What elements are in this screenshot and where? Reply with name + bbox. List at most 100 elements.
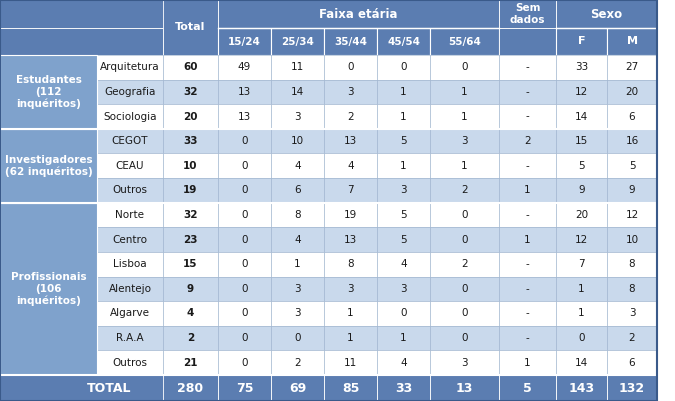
Text: 35/44: 35/44 bbox=[334, 36, 367, 47]
Text: 3: 3 bbox=[294, 111, 301, 122]
Bar bbox=[97, 350, 163, 375]
Bar bbox=[218, 375, 271, 401]
Bar bbox=[377, 277, 430, 301]
Text: 8: 8 bbox=[347, 259, 354, 269]
Text: 13: 13 bbox=[344, 235, 357, 245]
Bar bbox=[324, 227, 377, 252]
Text: 5: 5 bbox=[523, 381, 532, 395]
Text: 143: 143 bbox=[568, 381, 595, 395]
Bar bbox=[271, 252, 324, 277]
Text: 85: 85 bbox=[342, 381, 359, 395]
Bar bbox=[324, 154, 377, 178]
Text: 12: 12 bbox=[575, 235, 588, 245]
Text: -: - bbox=[526, 259, 529, 269]
Bar bbox=[430, 178, 499, 203]
Bar bbox=[377, 203, 430, 227]
Text: 2: 2 bbox=[461, 259, 468, 269]
Text: 8: 8 bbox=[628, 284, 635, 294]
Bar bbox=[271, 350, 324, 375]
Text: 8: 8 bbox=[628, 259, 635, 269]
Bar bbox=[218, 28, 271, 55]
Bar bbox=[430, 301, 499, 326]
Bar bbox=[218, 277, 271, 301]
Text: Estudantes
(112
inquéritos): Estudantes (112 inquéritos) bbox=[16, 75, 82, 109]
Text: Geografia: Geografia bbox=[105, 87, 156, 97]
Bar bbox=[499, 154, 556, 178]
Text: 1: 1 bbox=[400, 161, 407, 171]
Bar bbox=[430, 227, 499, 252]
Bar bbox=[218, 227, 271, 252]
Text: 5: 5 bbox=[400, 136, 407, 146]
Text: 3: 3 bbox=[400, 284, 407, 294]
Bar bbox=[218, 326, 271, 350]
Text: 15: 15 bbox=[575, 136, 588, 146]
Text: 2: 2 bbox=[524, 136, 531, 146]
Text: 1: 1 bbox=[400, 333, 407, 343]
Text: TOTAL: TOTAL bbox=[87, 381, 131, 395]
Bar bbox=[97, 55, 163, 80]
Bar bbox=[430, 277, 499, 301]
Text: 0: 0 bbox=[578, 333, 585, 343]
Bar bbox=[271, 301, 324, 326]
Text: CEAU: CEAU bbox=[115, 161, 144, 171]
Bar bbox=[218, 129, 271, 154]
Text: 3: 3 bbox=[400, 185, 407, 195]
Text: Centro: Centro bbox=[113, 235, 148, 245]
Bar bbox=[499, 129, 556, 154]
Bar bbox=[607, 154, 657, 178]
Text: Outros: Outros bbox=[113, 358, 148, 368]
Bar bbox=[271, 375, 324, 401]
Text: 7: 7 bbox=[347, 185, 354, 195]
Bar bbox=[430, 350, 499, 375]
Bar bbox=[218, 154, 271, 178]
Text: 9: 9 bbox=[187, 284, 194, 294]
Bar bbox=[499, 0, 556, 28]
Text: 1: 1 bbox=[524, 185, 531, 195]
Bar bbox=[271, 154, 324, 178]
Bar bbox=[377, 326, 430, 350]
Text: 7: 7 bbox=[578, 259, 585, 269]
Bar bbox=[324, 28, 377, 55]
Text: 1: 1 bbox=[461, 111, 468, 122]
Text: 10: 10 bbox=[291, 136, 304, 146]
Text: 0: 0 bbox=[241, 284, 248, 294]
Text: 0: 0 bbox=[461, 210, 468, 220]
Text: 0: 0 bbox=[461, 333, 468, 343]
Text: 0: 0 bbox=[241, 333, 248, 343]
Bar bbox=[324, 80, 377, 104]
Text: 132: 132 bbox=[619, 381, 645, 395]
Bar bbox=[556, 55, 607, 80]
Text: 2: 2 bbox=[628, 333, 635, 343]
Text: 0: 0 bbox=[241, 210, 248, 220]
Text: 14: 14 bbox=[575, 358, 588, 368]
Bar bbox=[271, 178, 324, 203]
Text: 12: 12 bbox=[575, 87, 588, 97]
Bar bbox=[377, 129, 430, 154]
Text: 10: 10 bbox=[626, 235, 639, 245]
Text: Total: Total bbox=[176, 22, 206, 32]
Bar bbox=[556, 375, 607, 401]
Text: Profissionais
(106
inquéritos): Profissionais (106 inquéritos) bbox=[11, 272, 86, 306]
Text: 1: 1 bbox=[400, 87, 407, 97]
Bar bbox=[324, 375, 377, 401]
Bar bbox=[324, 55, 377, 80]
Bar bbox=[0, 129, 97, 203]
Text: 0: 0 bbox=[241, 308, 248, 318]
Bar bbox=[556, 80, 607, 104]
Bar bbox=[271, 80, 324, 104]
Text: 0: 0 bbox=[241, 259, 248, 269]
Bar bbox=[163, 203, 218, 227]
Bar bbox=[97, 129, 163, 154]
Bar bbox=[607, 104, 657, 129]
Text: 0: 0 bbox=[347, 62, 354, 72]
Bar bbox=[499, 227, 556, 252]
Text: 2: 2 bbox=[294, 358, 301, 368]
Text: 21: 21 bbox=[183, 358, 198, 368]
Text: 3: 3 bbox=[461, 136, 468, 146]
Bar bbox=[607, 252, 657, 277]
Text: 12: 12 bbox=[625, 210, 639, 220]
Bar bbox=[163, 178, 218, 203]
Text: 45/54: 45/54 bbox=[387, 36, 420, 47]
Bar bbox=[556, 227, 607, 252]
Bar bbox=[430, 154, 499, 178]
